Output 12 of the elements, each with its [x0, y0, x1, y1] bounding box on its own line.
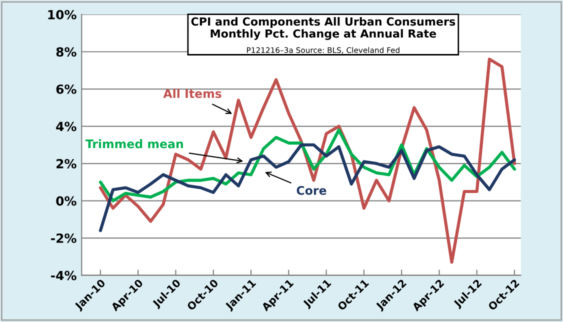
y-tick-label: 4%	[56, 122, 76, 132]
text: CPI and Components All Urban Consumers Monthly Pct. Change at Annual Rate	[191, 17, 456, 40]
y-tick-label: 6%	[56, 84, 76, 94]
text: Trimmed mean	[85, 139, 183, 148]
y-tick-label: 10%	[48, 10, 76, 20]
y-tick-label: -4%	[51, 270, 76, 280]
series-label: All Items	[163, 88, 222, 98]
y-tick-label: -2%	[51, 234, 76, 243]
y-tick-label: 8%	[56, 47, 76, 57]
text: Core	[296, 186, 326, 195]
y-tick-label: 0%	[56, 196, 76, 206]
y-tick-label: 2%	[56, 159, 76, 168]
